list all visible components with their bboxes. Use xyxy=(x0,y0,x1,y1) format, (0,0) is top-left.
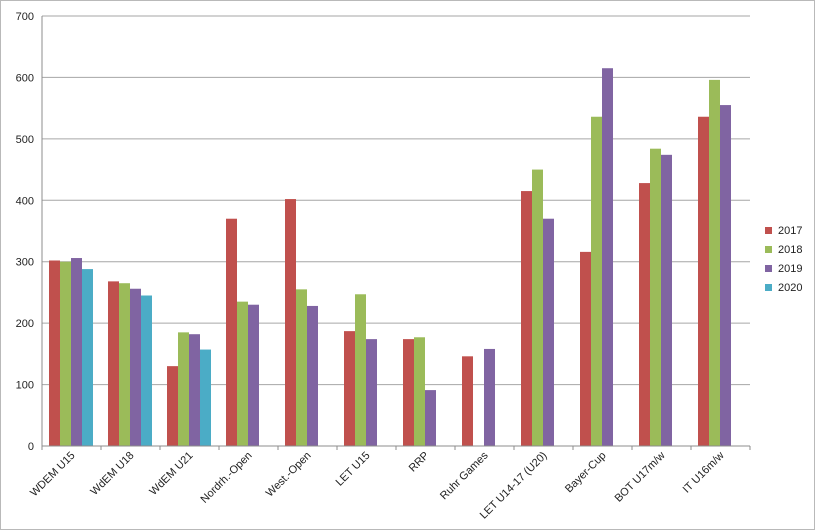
bar-2017 xyxy=(344,331,355,446)
bar-2017 xyxy=(639,183,650,447)
bar-2017 xyxy=(285,199,296,446)
bar-2019 xyxy=(189,334,200,446)
bar-2017 xyxy=(226,218,237,446)
legend-label-2019: 2019 xyxy=(778,263,802,275)
y-tick-label: 400 xyxy=(16,195,34,207)
bar-2019 xyxy=(307,305,318,446)
bar-2020 xyxy=(141,295,152,446)
bar-2018 xyxy=(60,261,71,446)
legend-swatch-2017 xyxy=(765,227,772,234)
bars xyxy=(49,68,731,447)
bar-2019 xyxy=(720,105,731,447)
legend: 2017 2018 2019 2020 xyxy=(765,225,802,294)
x-tick-labels: WDEM U15 WdEM U18 WdEM U21 Nordrh.-Open West… xyxy=(28,449,727,521)
bar-2019 xyxy=(602,68,613,446)
bar-2017 xyxy=(462,356,473,446)
bar-2018 xyxy=(532,169,543,447)
legend-label-2017: 2017 xyxy=(778,225,802,237)
legend-swatch-2018 xyxy=(765,246,772,253)
y-tick-label: 700 xyxy=(16,11,34,23)
x-tick-label: WdEM U18 xyxy=(88,450,136,498)
bar-2019 xyxy=(661,154,672,447)
x-tick-label: LET U15 xyxy=(334,450,373,489)
bar-2017 xyxy=(403,339,414,446)
x-tick-label: RRP xyxy=(407,450,432,475)
bar-2018 xyxy=(237,301,248,446)
legend-label-2020: 2020 xyxy=(778,282,802,294)
bar-2019 xyxy=(248,304,259,446)
bar-2017 xyxy=(698,116,709,446)
legend-swatch-2020 xyxy=(765,284,772,291)
bar-2020 xyxy=(82,269,93,446)
bar-2017 xyxy=(521,191,532,446)
bar-2017 xyxy=(49,260,60,446)
x-tick-label: Nordrh.-Open xyxy=(199,450,255,506)
bar-2018 xyxy=(178,332,189,446)
bar-2018 xyxy=(296,289,307,446)
x-tick-label: Bayer-Cup xyxy=(563,450,609,496)
x-tick-label: Ruhr Games xyxy=(438,449,491,502)
bar-2018 xyxy=(355,294,366,446)
legend-swatch-2019 xyxy=(765,265,772,272)
x-tick-label: West.-Open xyxy=(264,450,314,500)
y-tick-label: 300 xyxy=(16,257,34,269)
bar-2018 xyxy=(119,283,130,446)
x-tick-label: IT U16m/w xyxy=(681,450,727,496)
bar-2019 xyxy=(71,258,82,446)
bar-2019 xyxy=(366,339,377,446)
bar-2017 xyxy=(167,366,178,446)
y-tick-label: 500 xyxy=(16,134,34,146)
gridlines xyxy=(42,15,750,386)
y-tick-label: 600 xyxy=(16,72,34,84)
bar-2018 xyxy=(414,337,425,446)
x-tick-label: BOT U17m/w xyxy=(613,450,668,505)
bar-2019 xyxy=(130,288,141,446)
bar-2019 xyxy=(543,218,554,446)
y-tick-label: 100 xyxy=(16,380,34,392)
bar-2018 xyxy=(650,148,661,446)
y-tick-label: 200 xyxy=(16,318,34,330)
bar-2017 xyxy=(580,251,591,446)
bar-2019 xyxy=(484,348,495,446)
x-tick-label: WDEM U15 xyxy=(28,450,78,500)
x-tick-label: LET U14-17 (U20) xyxy=(478,450,550,522)
bar-2018 xyxy=(591,116,602,446)
y-tick-label: 0 xyxy=(28,441,34,453)
bar-2019 xyxy=(425,390,436,446)
bar-2018 xyxy=(709,79,720,446)
x-tick-label: WdEM U21 xyxy=(147,450,195,498)
legend-label-2018: 2018 xyxy=(778,244,802,256)
axes xyxy=(41,16,751,450)
y-tick-labels: 0 100 200 300 400 500 600 700 xyxy=(16,11,34,453)
bar-2020 xyxy=(200,349,211,446)
bar-2017 xyxy=(108,281,119,446)
